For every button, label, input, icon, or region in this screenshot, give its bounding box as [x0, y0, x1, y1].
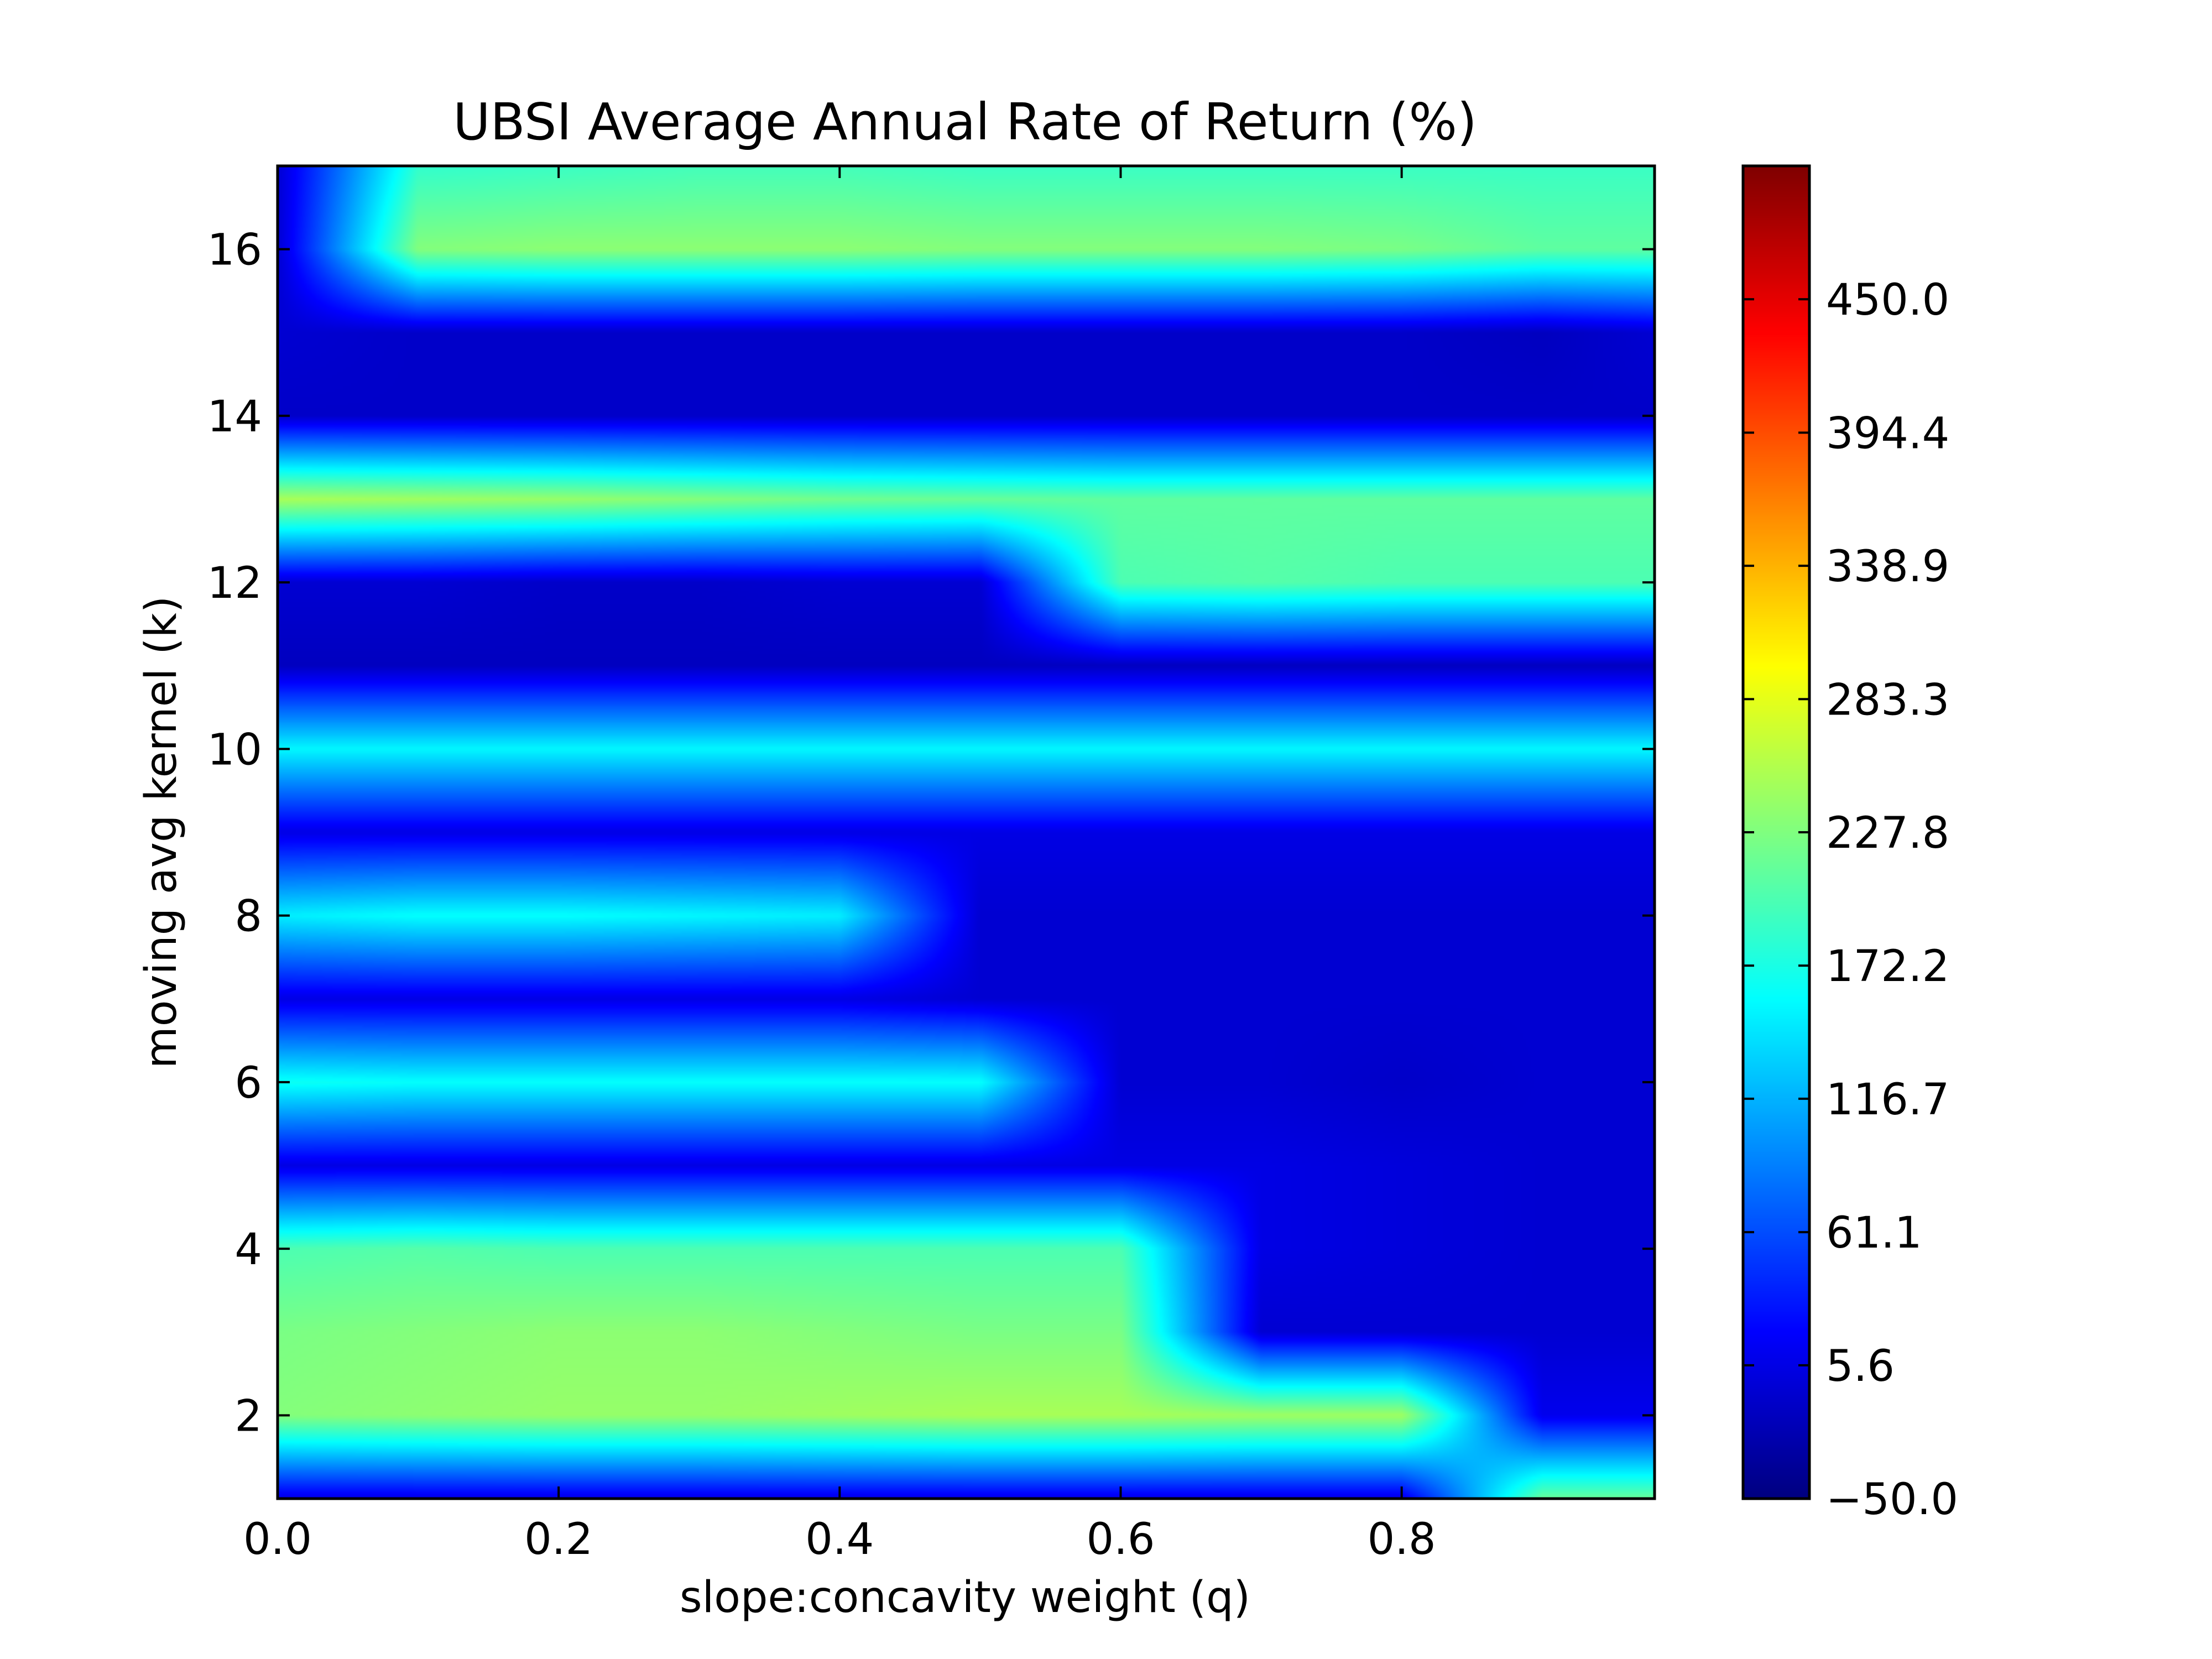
y-axis: 2 4 6 8 10 12 14 16 [207, 226, 1655, 1441]
y-tick-label: 14 [207, 392, 262, 442]
colorbar-tick-label: 450.0 [1826, 275, 1949, 325]
y-tick-label: 12 [207, 559, 262, 608]
x-tick-label: 0.8 [1368, 1515, 1436, 1564]
x-tick-label: 0.0 [243, 1515, 312, 1564]
x-axis: 0.0 0.2 0.4 0.6 0.8 [243, 166, 1436, 1564]
y-tick-label: 4 [234, 1225, 262, 1275]
x-tick-label: 0.2 [524, 1515, 593, 1564]
colorbar-tick-label: −50.0 [1826, 1475, 1958, 1525]
x-axis-label: slope:concavity weight (q) [680, 1573, 1250, 1623]
heatmap-surface [278, 166, 1655, 1499]
x-tick-label: 0.4 [805, 1515, 874, 1564]
plot-area [276, 164, 1656, 1500]
colorbar-tick-label: 116.7 [1826, 1075, 1949, 1125]
y-tick-label: 16 [207, 226, 262, 275]
colorbar-tick-label: 172.2 [1826, 942, 1949, 992]
y-tick-label: 8 [234, 892, 262, 942]
colorbar: −50.0 5.6 61.1 116.7 172.2 227.8 283.3 338.9 394… [1741, 164, 1958, 1525]
colorbar-tick-label: 227.8 [1826, 808, 1949, 858]
colorbar-tick-label: 394.4 [1826, 409, 1949, 458]
y-axis-label: moving avg kernel (k) [137, 596, 186, 1069]
colorbar-tick-label: 5.6 [1826, 1342, 1895, 1391]
y-tick-label: 2 [234, 1391, 262, 1441]
colorbar-tick-label: 283.3 [1826, 675, 1949, 725]
colorbar-tick-label: 61.1 [1826, 1208, 1922, 1258]
plot-frame [276, 164, 1656, 1500]
chart-title: UBSI Average Annual Rate of Return (%) [453, 92, 1477, 152]
x-tick-label: 0.6 [1086, 1515, 1155, 1564]
colorbar-tick-label: 338.9 [1826, 542, 1949, 592]
y-tick-label: 10 [207, 725, 262, 775]
y-tick-label: 6 [234, 1058, 262, 1108]
